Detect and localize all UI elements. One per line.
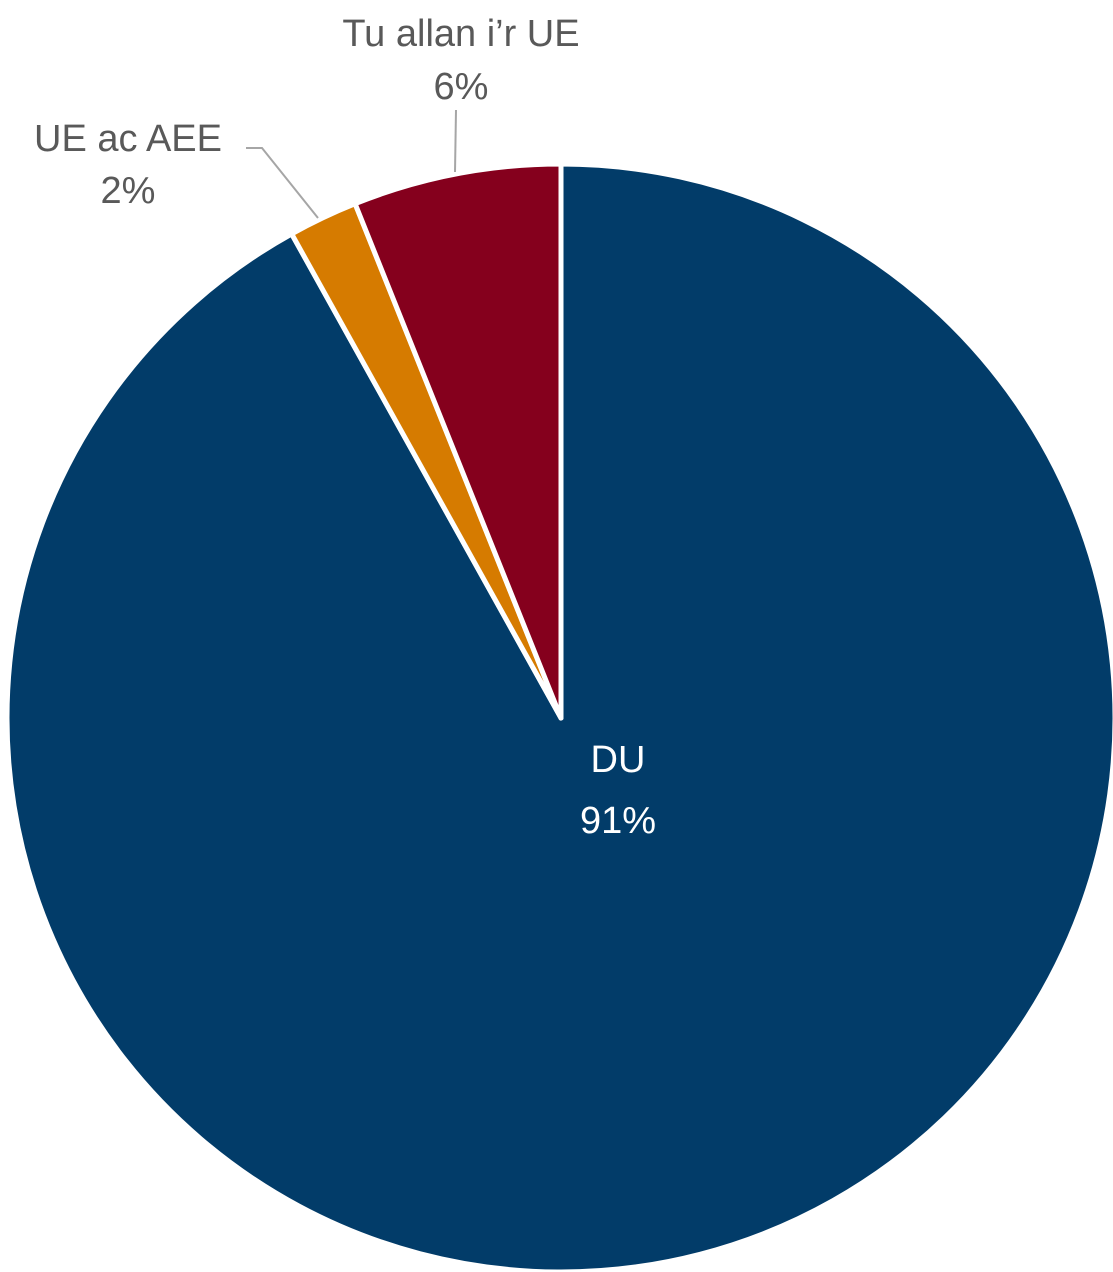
slice-value-label-2: 6% bbox=[434, 66, 489, 108]
pie-slice-2 bbox=[352, 161, 564, 721]
slice-value-label-0: 91% bbox=[580, 800, 656, 842]
slice-label-2: Tu allan i’r UE bbox=[342, 13, 579, 55]
leader-line-2 bbox=[454, 109, 457, 173]
leader-lines bbox=[246, 109, 457, 219]
slice-label-0: DU bbox=[591, 739, 646, 781]
slice-labels: DU 91% UE ac AEE 2% Tu allan i’r UE 6% bbox=[34, 13, 656, 842]
pie-slices bbox=[4, 161, 1113, 1272]
slice-label-1: UE ac AEE bbox=[34, 118, 222, 160]
slice-value-label-1: 2% bbox=[101, 170, 156, 212]
leader-line-1 bbox=[246, 147, 319, 219]
